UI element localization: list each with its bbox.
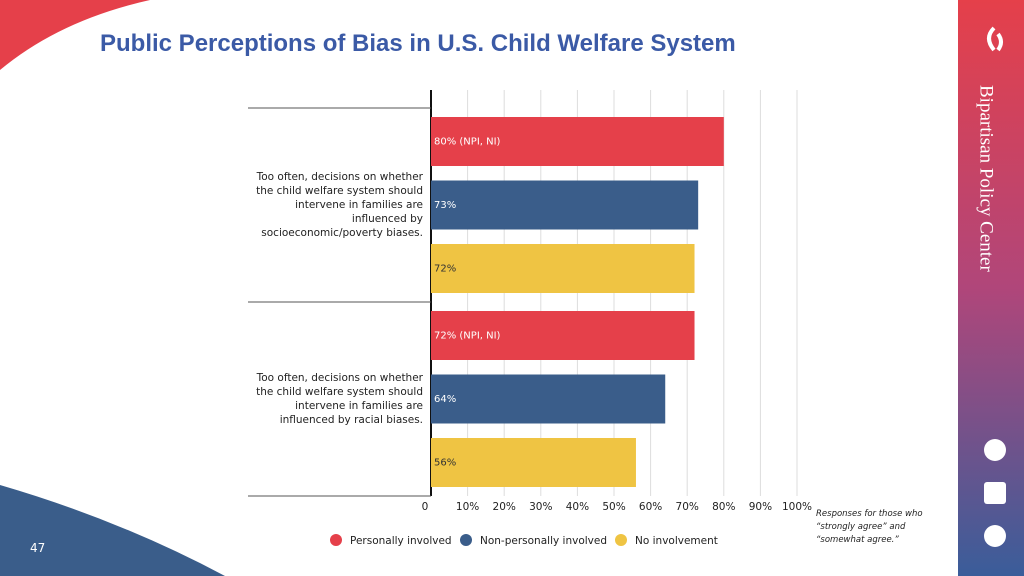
x-tick-label: 40% [566, 501, 589, 513]
category-label: Too often, decisions on whether the chil… [256, 171, 423, 239]
x-tick-label: 100% [782, 501, 812, 513]
legend-label: No involvement [635, 535, 718, 547]
icon [984, 525, 1006, 547]
legend-marker [460, 534, 472, 546]
value-label: 73% [434, 200, 456, 211]
bar [431, 311, 695, 360]
bar [431, 117, 724, 166]
legend-marker [330, 534, 342, 546]
value-label: 72% [434, 264, 456, 275]
x-tick-label: 20% [493, 501, 516, 513]
brand: Bipartisan Policy Center [976, 85, 997, 272]
value-label: 64% [434, 394, 456, 405]
logo [987, 26, 1003, 52]
x-tick-label: 0 [422, 501, 429, 513]
corner-decoration [0, 485, 225, 576]
x-tick-label: 70% [676, 501, 699, 513]
x-tick-label: 90% [749, 501, 772, 513]
legend-label: Personally involved [350, 535, 452, 547]
icon [984, 482, 1006, 504]
legend-marker [615, 534, 627, 546]
x-tick-label: 50% [602, 501, 625, 513]
note: Responses for those who “strongly agree”… [816, 509, 923, 545]
page-number: 47 [30, 541, 46, 555]
value-label: 56% [434, 458, 456, 469]
value-label: 80% (NPI, NI) [434, 137, 501, 148]
bar [431, 244, 695, 293]
x-tick-label: 80% [712, 501, 735, 513]
legend-label: Non-personally involved [480, 535, 607, 547]
category-label: Too often, decisions on whether the chil… [256, 372, 423, 426]
x-tick-label: 10% [456, 501, 479, 513]
sidebar [958, 0, 1024, 576]
value-label: 72% (NPI, NI) [434, 331, 501, 342]
chart-title: Public Perceptions of Bias in U.S. Child… [100, 30, 736, 57]
corner-decoration [0, 0, 150, 70]
bar [431, 374, 666, 424]
bar [431, 438, 636, 487]
icon [984, 439, 1006, 461]
x-tick-label: 60% [639, 501, 662, 513]
x-tick-label: 30% [529, 501, 552, 513]
bar [431, 180, 699, 230]
